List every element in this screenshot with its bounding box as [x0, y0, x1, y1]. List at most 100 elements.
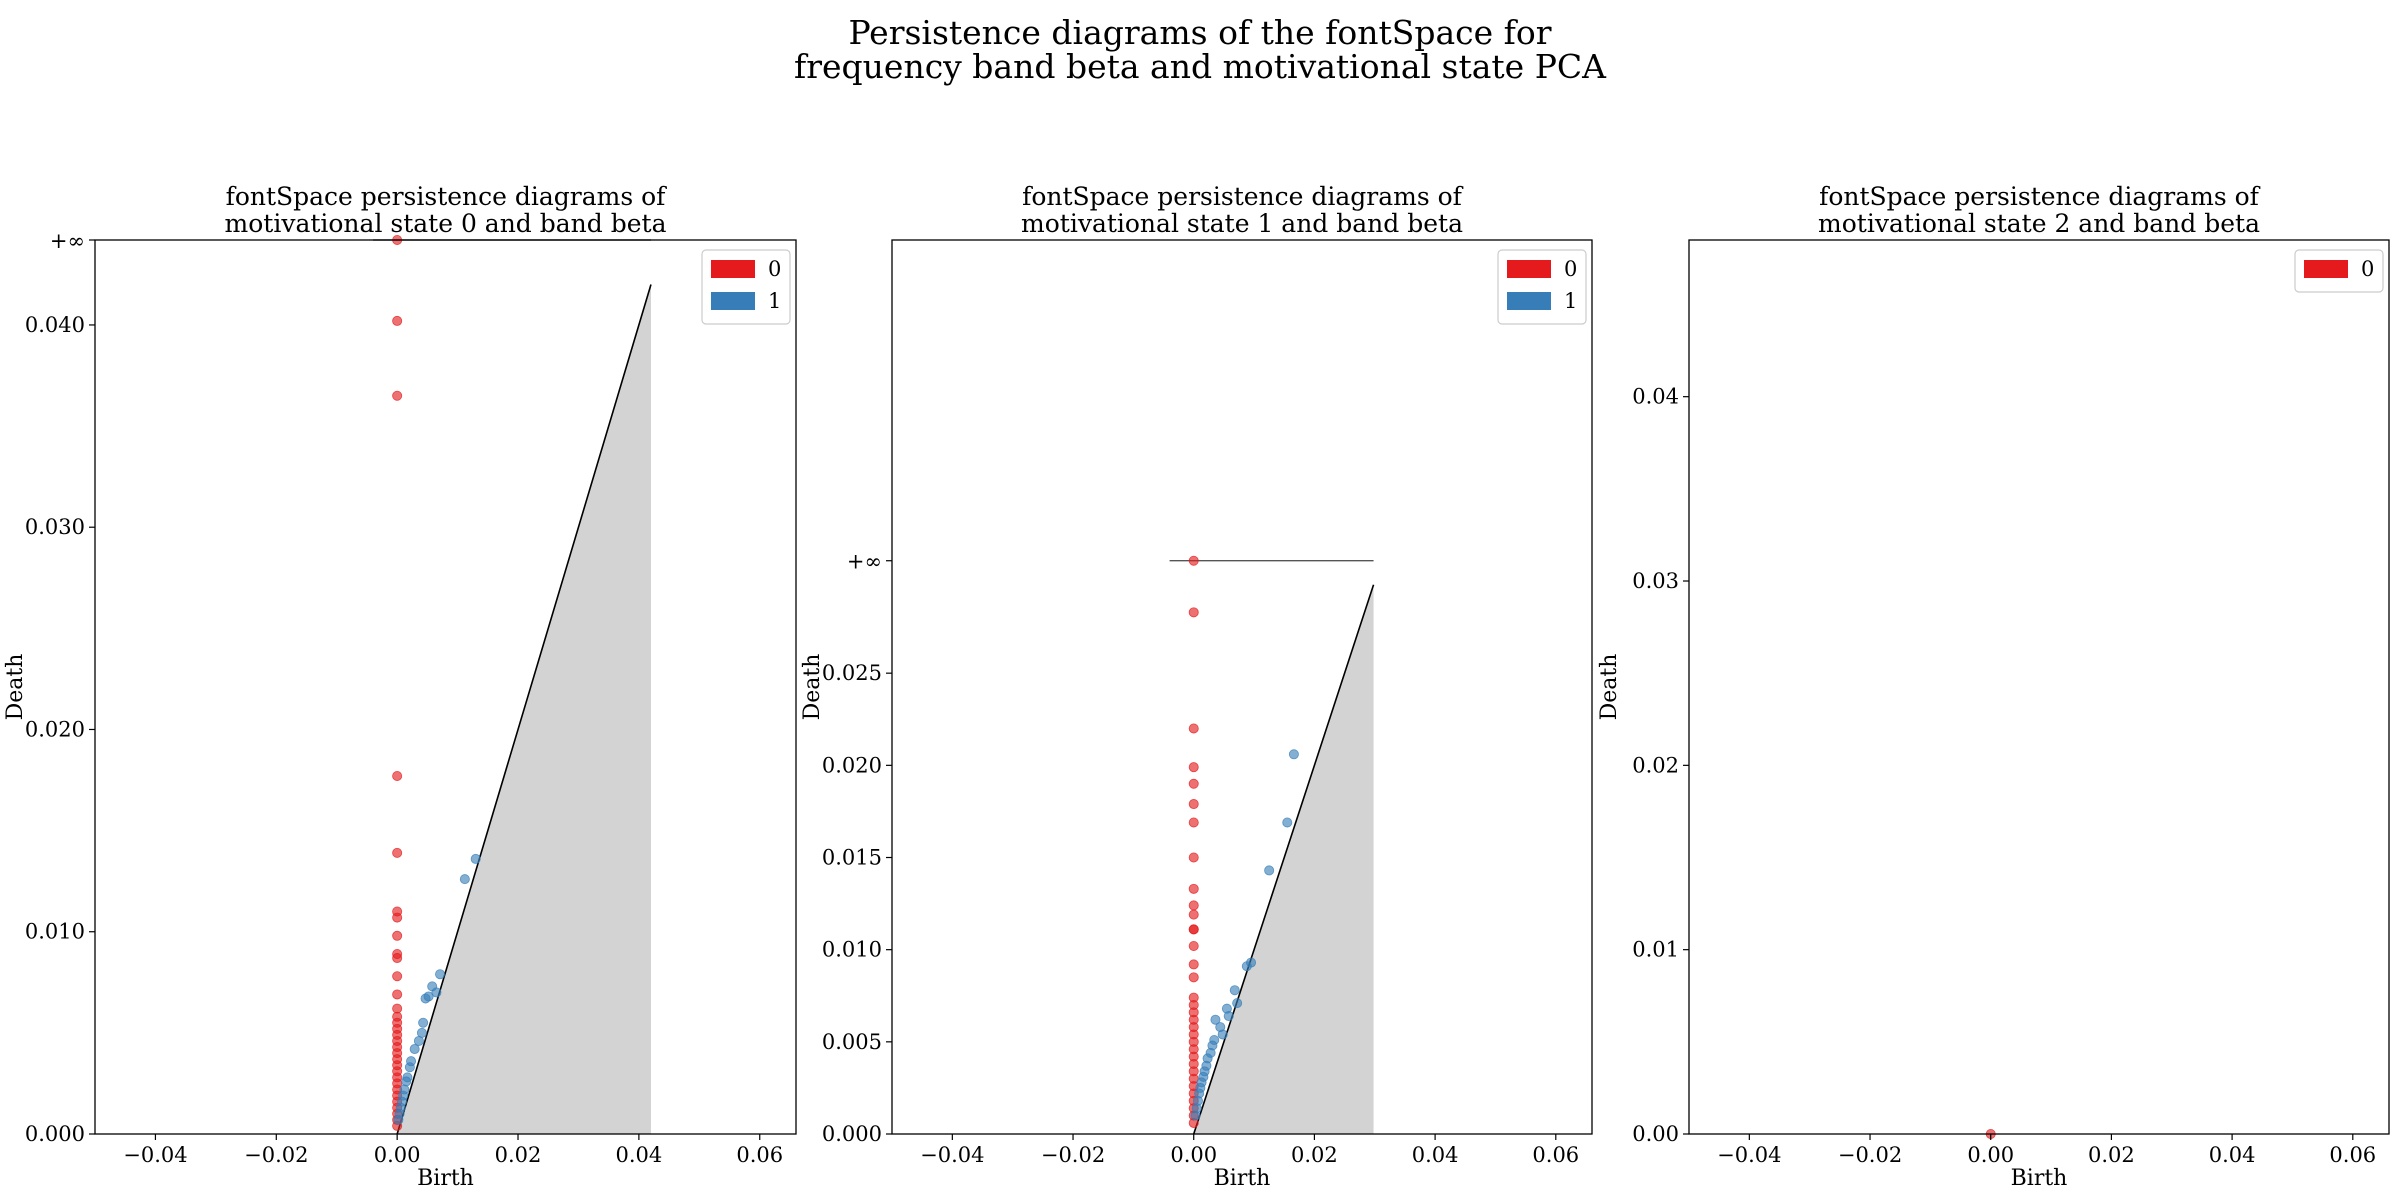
- data-point-series-0: [1188, 883, 1199, 894]
- panel-title-line1: fontSpace persistence diagrams of: [1022, 182, 1464, 211]
- data-point-series-1: [1217, 1029, 1228, 1040]
- data-point-series-0: [392, 989, 403, 1000]
- data-point-series-0: [392, 847, 403, 858]
- data-point-series-1: [1282, 817, 1293, 828]
- diagonal-line: [1192, 584, 1375, 1135]
- data-point-series-0: [1188, 723, 1199, 734]
- data-point-series-1: [1223, 1011, 1234, 1022]
- data-point-series-0: [392, 930, 403, 941]
- data-point-series-1: [459, 874, 470, 885]
- legend-label: 1: [1564, 289, 1577, 313]
- y-axis-label: Death: [1597, 654, 1622, 721]
- x-tick-label: 0.00: [1170, 1143, 1217, 1167]
- data-point-series-1: [1232, 998, 1243, 1009]
- panel-title-line1: fontSpace persistence diagrams of: [1819, 182, 2261, 211]
- x-tick-label: 0.02: [2088, 1143, 2135, 1167]
- y-axis-label: Death: [800, 654, 825, 721]
- panel-title-line2: motivational state 0 and band beta: [225, 209, 667, 238]
- chart-panel-1: fontSpace persistence diagrams ofmotivat…: [800, 182, 1593, 1191]
- x-axis-label: Birth: [2011, 1166, 2068, 1191]
- figure-title: Persistence diagrams of the fontSpace fo…: [0, 16, 2400, 84]
- data-point-series-1: [404, 1062, 415, 1073]
- y-tick-label: 0.040: [25, 313, 85, 337]
- x-tick-label: 0.04: [615, 1143, 662, 1167]
- data-point-series-0: [392, 390, 403, 401]
- data-point-series-0: [392, 971, 403, 982]
- axes-frame: [891, 239, 1593, 1135]
- axes-frame: [1688, 239, 2390, 1135]
- x-tick-label: −0.04: [123, 1143, 187, 1167]
- data-point-series-1: [413, 1035, 424, 1046]
- data-point-series-0: [1188, 972, 1199, 983]
- x-tick-label: 0.02: [495, 1143, 542, 1167]
- x-tick-label: 0.04: [2209, 1143, 2256, 1167]
- data-point-series-0: [392, 953, 403, 964]
- figure-title-line1: Persistence diagrams of the fontSpace fo…: [848, 13, 1552, 52]
- figure-title-line2: frequency band beta and motivational sta…: [794, 47, 1606, 86]
- y-tick-label: 0.010: [822, 938, 882, 962]
- x-tick-label: 0.06: [1532, 1143, 1579, 1167]
- panel-title-line1: fontSpace persistence diagrams of: [226, 182, 668, 211]
- panel-title-line2: motivational state 2 and band beta: [1818, 209, 2260, 238]
- data-point-series-1: [1229, 985, 1240, 996]
- data-point-series-1: [409, 1044, 420, 1055]
- legend-label: 0: [1564, 257, 1577, 281]
- data-point-series-1: [1190, 1110, 1201, 1121]
- data-point-series-1: [401, 1076, 412, 1087]
- data-point-series-0: [392, 770, 403, 781]
- y-tick-label: 0.005: [822, 1030, 882, 1054]
- x-tick-label: 0.06: [736, 1143, 783, 1167]
- data-point-series-0: [392, 912, 403, 923]
- x-tick-label: −0.02: [1838, 1143, 1902, 1167]
- axes-frame: [94, 239, 797, 1135]
- y-tick-label: 0.000: [25, 1122, 85, 1146]
- legend-label: 1: [768, 289, 781, 313]
- x-tick-label: 0.00: [374, 1143, 421, 1167]
- y-tick-label: 0.015: [822, 846, 882, 870]
- legend-swatch: [1507, 260, 1551, 278]
- data-point-series-0: [1188, 900, 1199, 911]
- y-tick-label: 0.030: [25, 515, 85, 539]
- y-tick-label: 0.025: [822, 661, 882, 685]
- y-tick-label: 0.020: [822, 753, 882, 777]
- legend-swatch: [1507, 292, 1551, 310]
- data-point-series-0: [1188, 778, 1199, 789]
- y-tick-label: 0.03: [1632, 569, 1679, 593]
- data-point-series-1: [1288, 749, 1299, 760]
- x-tick-label: −0.04: [920, 1143, 984, 1167]
- data-point-series-0: [392, 315, 403, 326]
- data-point-series-1: [470, 853, 481, 864]
- data-point-series-1: [1210, 1014, 1221, 1025]
- data-point-series-1: [393, 1114, 404, 1125]
- legend-label: 0: [2361, 257, 2374, 281]
- data-point-series-0: [1188, 555, 1199, 566]
- infinity-tick-label: +∞: [50, 229, 85, 253]
- x-tick-label: 0.06: [2329, 1143, 2376, 1167]
- x-axis-label: Birth: [1214, 1166, 1271, 1191]
- chart-panel-2: fontSpace persistence diagrams ofmotivat…: [1597, 182, 2390, 1191]
- x-axis-label: Birth: [417, 1166, 474, 1191]
- data-point-series-0: [1188, 940, 1199, 951]
- x-tick-label: 0.04: [1412, 1143, 1459, 1167]
- data-point-series-0: [1188, 817, 1199, 828]
- data-point-series-1: [1246, 957, 1257, 968]
- legend-label: 0: [768, 257, 781, 281]
- y-tick-label: 0.010: [25, 920, 85, 944]
- panel-title-line2: motivational state 1 and band beta: [1021, 209, 1463, 238]
- x-tick-label: 0.00: [1967, 1143, 2014, 1167]
- data-point-series-0: [1188, 909, 1199, 920]
- data-point-series-1: [435, 969, 446, 980]
- y-tick-label: 0.04: [1632, 385, 1679, 409]
- legend-swatch: [711, 292, 755, 310]
- data-point-series-1: [423, 991, 434, 1002]
- x-tick-label: −0.02: [244, 1143, 308, 1167]
- data-point-series-0: [1188, 799, 1199, 810]
- x-tick-label: −0.04: [1717, 1143, 1781, 1167]
- x-tick-label: 0.02: [1291, 1143, 1338, 1167]
- data-point-series-1: [1264, 865, 1275, 876]
- infinity-tick-label: +∞: [847, 550, 882, 574]
- chart-panel-0: fontSpace persistence diagrams ofmotivat…: [3, 182, 797, 1191]
- y-tick-label: 0.00: [1632, 1122, 1679, 1146]
- data-point-series-0: [1188, 607, 1199, 618]
